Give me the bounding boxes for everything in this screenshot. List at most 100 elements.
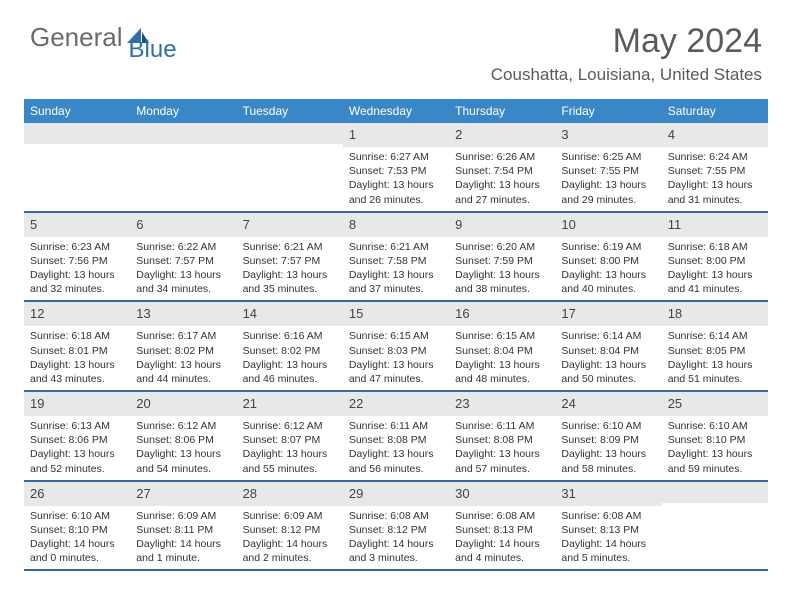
day-number: 10 <box>561 217 575 232</box>
day-number-band: 2 <box>449 123 555 147</box>
brand-part2: Blue <box>129 36 177 64</box>
weeks-container: 1Sunrise: 6:27 AMSunset: 7:53 PMDaylight… <box>24 123 768 571</box>
day-cell: 10 Sunrise: 6:19 AMSunset: 8:00 PMDayligh… <box>555 213 661 301</box>
day-number-band: 16 <box>449 302 555 326</box>
day-details: Sunrise: 6:18 AMSunset: 8:00 PMDaylight:… <box>662 237 768 301</box>
day-cell: 30Sunrise: 6:08 AMSunset: 8:13 PMDayligh… <box>449 482 555 570</box>
empty-cell <box>237 123 343 211</box>
day-number: 11 <box>668 217 682 232</box>
week-row: 19Sunrise: 6:13 AMSunset: 8:06 PMDayligh… <box>24 392 768 482</box>
day-number-band: 7 <box>237 213 343 237</box>
dow-cell: Friday <box>555 99 661 123</box>
day-cell: 1Sunrise: 6:27 AMSunset: 7:53 PMDaylight… <box>343 123 449 211</box>
location-text: Coushatta, Louisiana, United States <box>491 65 762 85</box>
day-number: 8 <box>349 217 356 232</box>
day-details: Sunrise: 6:08 AMSunset: 8:12 PMDaylight:… <box>343 506 449 570</box>
day-number: 17 <box>561 306 575 321</box>
week-row: 5Sunrise: 6:23 AMSunset: 7:56 PMDaylight… <box>24 213 768 303</box>
day-number: 21 <box>243 396 257 411</box>
day-number: 18 <box>668 306 682 321</box>
brand-logo: General Blue <box>30 22 199 53</box>
day-number-band: 18 <box>662 302 768 326</box>
brand-part1: General <box>30 22 123 53</box>
day-number-band: 29 <box>343 482 449 506</box>
day-details: Sunrise: 6:21 AMSunset: 7:57 PMDaylight:… <box>237 237 343 301</box>
day-details: Sunrise: 6:19 AMSunset: 8:00 PMDaylight:… <box>555 237 661 301</box>
day-cell: 11 Sunrise: 6:18 AMSunset: 8:00 PMDayligh… <box>662 213 768 301</box>
day-details: Sunrise: 6:25 AMSunset: 7:55 PMDaylight:… <box>555 147 661 211</box>
day-details: Sunrise: 6:16 AMSunset: 8:02 PMDaylight:… <box>237 326 343 390</box>
day-details: Sunrise: 6:22 AMSunset: 7:57 PMDaylight:… <box>130 237 236 301</box>
day-details: Sunrise: 6:21 AMSunset: 7:58 PMDaylight:… <box>343 237 449 301</box>
dow-cell: Monday <box>130 99 236 123</box>
day-details: Sunrise: 6:11 AMSunset: 8:08 PMDaylight:… <box>449 416 555 480</box>
day-cell: 27Sunrise: 6:09 AMSunset: 8:11 PMDayligh… <box>130 482 236 570</box>
dow-cell: Thursday <box>449 99 555 123</box>
day-details: Sunrise: 6:23 AMSunset: 7:56 PMDaylight:… <box>24 237 130 301</box>
day-cell: 9Sunrise: 6:20 AMSunset: 7:59 PMDaylight… <box>449 213 555 301</box>
day-number: 19 <box>30 396 44 411</box>
day-number-band: 25 <box>662 392 768 416</box>
day-details: Sunrise: 6:15 AMSunset: 8:03 PMDaylight:… <box>343 326 449 390</box>
day-number-band: 8 <box>343 213 449 237</box>
day-cell: 31Sunrise: 6:08 AMSunset: 8:13 PMDayligh… <box>555 482 661 570</box>
day-number: 25 <box>668 396 682 411</box>
day-number-band: 21 <box>237 392 343 416</box>
day-details: Sunrise: 6:11 AMSunset: 8:08 PMDaylight:… <box>343 416 449 480</box>
day-number: 7 <box>243 217 250 232</box>
day-number: 23 <box>455 396 469 411</box>
day-number-band: 22 <box>343 392 449 416</box>
week-row: 1Sunrise: 6:27 AMSunset: 7:53 PMDaylight… <box>24 123 768 213</box>
day-cell: 29Sunrise: 6:08 AMSunset: 8:12 PMDayligh… <box>343 482 449 570</box>
day-details: Sunrise: 6:10 AMSunset: 8:09 PMDaylight:… <box>555 416 661 480</box>
day-cell: 8 Sunrise: 6:21 AMSunset: 7:58 PMDaylight… <box>343 213 449 301</box>
day-number-band: 23 <box>449 392 555 416</box>
calendar: SundayMondayTuesdayWednesdayThursdayFrid… <box>24 99 768 571</box>
day-details: Sunrise: 6:12 AMSunset: 8:06 PMDaylight:… <box>130 416 236 480</box>
day-cell: 28Sunrise: 6:09 AMSunset: 8:12 PMDayligh… <box>237 482 343 570</box>
day-number: 2 <box>455 127 462 142</box>
day-number-band: 13 <box>130 302 236 326</box>
day-cell: 26Sunrise: 6:10 AMSunset: 8:10 PMDayligh… <box>24 482 130 570</box>
day-number-band <box>237 123 343 144</box>
day-number-band: 20 <box>130 392 236 416</box>
day-number-band: 27 <box>130 482 236 506</box>
day-number-band: 11 <box>662 213 768 237</box>
day-number-band: 28 <box>237 482 343 506</box>
day-number: 4 <box>668 127 675 142</box>
day-cell: 23 Sunrise: 6:11 AMSunset: 8:08 PMDayligh… <box>449 392 555 480</box>
day-number-band <box>662 482 768 503</box>
week-row: 26Sunrise: 6:10 AMSunset: 8:10 PMDayligh… <box>24 482 768 572</box>
day-number-band: 26 <box>24 482 130 506</box>
day-number: 28 <box>243 486 257 501</box>
day-number: 16 <box>455 306 469 321</box>
day-number-band: 10 <box>555 213 661 237</box>
day-number-band: 12 <box>24 302 130 326</box>
empty-cell <box>24 123 130 211</box>
dow-cell: Saturday <box>662 99 768 123</box>
day-details: Sunrise: 6:17 AMSunset: 8:02 PMDaylight:… <box>130 326 236 390</box>
day-details: Sunrise: 6:24 AMSunset: 7:55 PMDaylight:… <box>662 147 768 211</box>
day-details: Sunrise: 6:26 AMSunset: 7:54 PMDaylight:… <box>449 147 555 211</box>
day-number: 15 <box>349 306 363 321</box>
day-number: 9 <box>455 217 462 232</box>
day-details: Sunrise: 6:12 AMSunset: 8:07 PMDaylight:… <box>237 416 343 480</box>
day-cell: 19Sunrise: 6:13 AMSunset: 8:06 PMDayligh… <box>24 392 130 480</box>
day-details: Sunrise: 6:14 AMSunset: 8:04 PMDaylight:… <box>555 326 661 390</box>
day-number-band <box>130 123 236 144</box>
day-number-band: 30 <box>449 482 555 506</box>
day-cell: 5Sunrise: 6:23 AMSunset: 7:56 PMDaylight… <box>24 213 130 301</box>
day-number-band: 3 <box>555 123 661 147</box>
day-number-band: 9 <box>449 213 555 237</box>
day-cell: 12Sunrise: 6:18 AMSunset: 8:01 PMDayligh… <box>24 302 130 390</box>
day-cell: 15 Sunrise: 6:15 AMSunset: 8:03 PMDayligh… <box>343 302 449 390</box>
day-cell: 2 Sunrise: 6:26 AMSunset: 7:54 PMDaylight… <box>449 123 555 211</box>
empty-cell <box>662 482 768 570</box>
day-cell: 14Sunrise: 6:16 AMSunset: 8:02 PMDayligh… <box>237 302 343 390</box>
day-cell: 16Sunrise: 6:15 AMSunset: 8:04 PMDayligh… <box>449 302 555 390</box>
dow-cell: Wednesday <box>343 99 449 123</box>
dow-cell: Tuesday <box>237 99 343 123</box>
day-details: Sunrise: 6:27 AMSunset: 7:53 PMDaylight:… <box>343 147 449 211</box>
day-number-band: 17 <box>555 302 661 326</box>
day-number: 22 <box>349 396 363 411</box>
